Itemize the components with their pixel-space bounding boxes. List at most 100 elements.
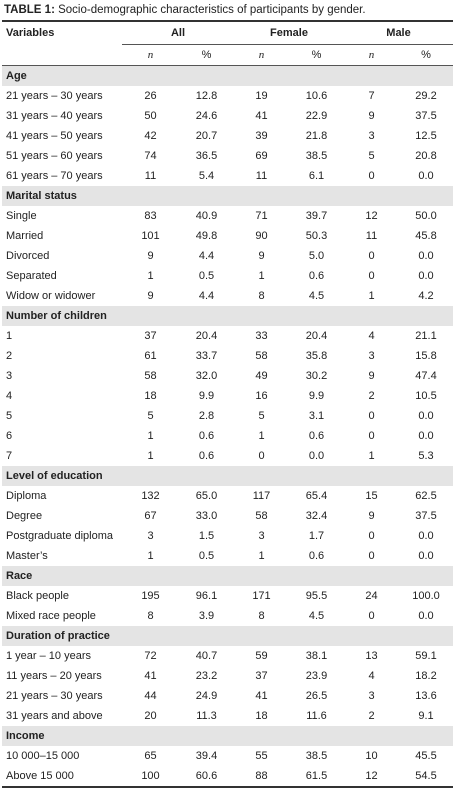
row-label: Separated (6, 270, 57, 282)
value-cell: 1 (147, 430, 154, 442)
data-row: 21 years – 30 years 44 24.9 41 26.5 3 13.6 (2, 686, 453, 706)
value-cell: 39.4 (195, 750, 218, 762)
value-cell: 0 (368, 250, 375, 262)
value-cell: 5.4 (198, 170, 215, 182)
value-cell: 1 (368, 450, 375, 462)
value-cell: 3 (368, 350, 375, 362)
section-row: Age (2, 65, 454, 86)
data-row: 1 year – 10 years 72 40.7 59 38.1 13 59.1 (2, 646, 453, 666)
row-label: Mixed race people (6, 610, 96, 622)
value-cell: 0.0 (418, 270, 434, 282)
value-cell: 50 (144, 110, 157, 122)
value-cell: 41 (255, 110, 268, 122)
subheader-cell: n (344, 44, 400, 66)
value-cell: 37 (144, 330, 157, 342)
section-row: Marital status (2, 186, 454, 206)
value-cell: 58 (255, 510, 268, 522)
data-row: 6 1 0.6 1 0.6 0 0.0 (2, 426, 453, 446)
section-title: Race (2, 566, 454, 586)
value-cell: 32.0 (195, 370, 218, 382)
subheader-row: n% n% n% (2, 44, 454, 66)
subheader-cell: % (179, 44, 234, 66)
value-cell: 49 (255, 370, 268, 382)
value-cell: 6.1 (308, 170, 325, 182)
value-cell: 10 (365, 750, 378, 762)
row-label: Divorced (6, 250, 50, 262)
value-cell: 9 (147, 290, 154, 302)
value-cell: 0.0 (418, 170, 434, 182)
value-cell: 8 (147, 610, 154, 622)
row-label: 51 years – 60 years (6, 150, 103, 162)
value-cell: 5 (147, 410, 154, 422)
caption: TABLE 1: Socio-demographic characteristi… (0, 0, 455, 20)
row-label: 5 (6, 410, 13, 422)
row-label: Above 15 000 (6, 770, 74, 782)
value-cell: 0.5 (198, 270, 215, 282)
value-cell: 0 (368, 170, 375, 182)
value-cell: 2.8 (198, 410, 215, 422)
value-cell: 58 (144, 370, 157, 382)
value-cell: 171 (252, 590, 271, 602)
data-row: 61 years – 70 years 11 5.4 11 6.1 0 0.0 (2, 166, 453, 186)
section-row: Level of education (2, 466, 454, 486)
value-cell: 47.4 (415, 370, 437, 382)
value-cell: 15 (365, 490, 378, 502)
row-label: Diploma (6, 490, 47, 502)
row-label: Master’s (6, 550, 48, 562)
value-cell: 33 (255, 330, 268, 342)
value-cell: 0 (258, 450, 265, 462)
row-label: 41 years – 50 years (6, 130, 103, 142)
row-label: 1 year – 10 years (6, 650, 91, 662)
data-row: 2 61 33.7 58 35.8 3 15.8 (2, 346, 453, 366)
value-cell: 83 (144, 210, 157, 222)
value-cell: 15.8 (415, 350, 437, 362)
value-cell: 40.9 (195, 210, 218, 222)
value-cell: 0.0 (418, 410, 434, 422)
row-label: 6 (6, 430, 13, 442)
value-cell: 30.2 (305, 370, 328, 382)
value-cell: 96.1 (195, 590, 218, 602)
value-cell: 65 (144, 750, 157, 762)
value-cell: 8 (258, 290, 265, 302)
value-cell: 3.1 (308, 410, 325, 422)
value-cell: 11 (144, 170, 157, 182)
header-cell: Variables (6, 27, 55, 40)
value-cell: 9 (258, 250, 265, 262)
value-cell: 22.9 (305, 110, 328, 122)
value-cell: 0.0 (308, 450, 325, 462)
value-cell: 16 (255, 390, 268, 402)
value-cell: 12 (365, 210, 378, 222)
value-cell: 20.7 (195, 130, 218, 142)
row-label: Married (6, 230, 44, 242)
value-cell: 38.1 (305, 650, 328, 662)
value-cell: 5 (368, 150, 375, 162)
value-cell: 12 (365, 770, 378, 782)
value-cell: 54.5 (415, 770, 437, 782)
section-row: Number of children (2, 306, 454, 326)
value-cell: 100.0 (412, 590, 440, 602)
value-cell: 4.5 (308, 610, 325, 622)
value-cell: 0.0 (418, 530, 434, 542)
subheader-cell: % (289, 44, 345, 66)
value-cell: 45.5 (415, 750, 437, 762)
value-cell: 117 (252, 490, 271, 502)
row-label: 61 years – 70 years (6, 170, 103, 182)
subheader-cell: % (399, 44, 454, 66)
value-cell: 39 (255, 130, 268, 142)
value-cell: 3 (147, 530, 154, 542)
data-row: Degree 67 33.0 58 32.4 9 37.5 (2, 506, 453, 526)
data-row: Master’s 1 0.5 1 0.6 0 0.0 (2, 546, 453, 566)
data-row: Separated 1 0.5 1 0.6 0 0.0 (2, 266, 453, 286)
value-cell: 61 (144, 350, 157, 362)
section-title: Marital status (2, 186, 454, 206)
value-cell: 45.8 (415, 230, 437, 242)
value-cell: 100 (141, 770, 160, 782)
row-label: 3 (6, 370, 13, 382)
value-cell: 11.3 (196, 710, 217, 722)
value-cell: 41 (144, 670, 157, 682)
value-cell: 0 (368, 270, 375, 282)
data-row: 41 years – 50 years 42 20.7 39 21.8 3 12.5 (2, 126, 453, 146)
value-cell: 19 (255, 90, 268, 102)
value-cell: 0.0 (418, 610, 434, 622)
